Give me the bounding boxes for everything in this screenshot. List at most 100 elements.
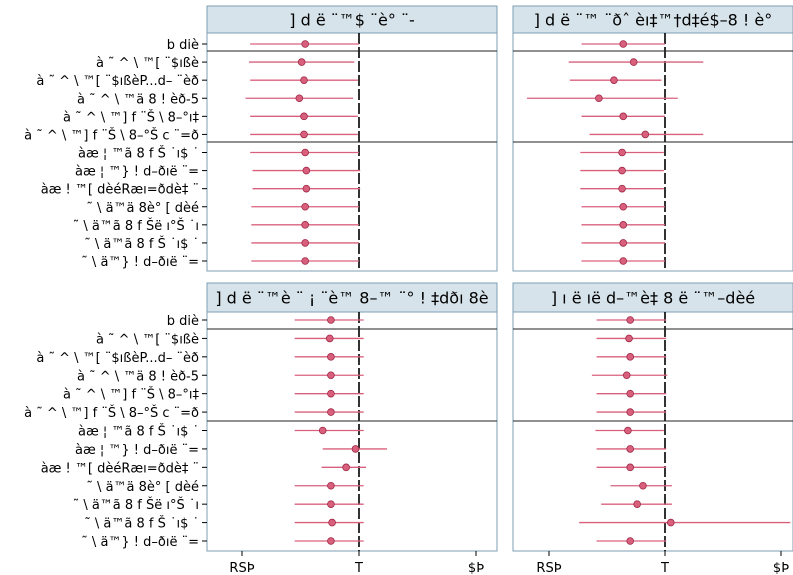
row-label: àæ ¦ ™ã 8 f Š ˙ı$ ˙ — [78, 146, 199, 162]
point-estimate — [301, 221, 309, 229]
row: àæ ¦ ™ã 8 f Š ˙ı$ ˙ — [78, 146, 359, 162]
row: à ˜ ^ \ ™[ ¨$ıßè — [96, 332, 364, 347]
point-estimate — [619, 239, 628, 247]
panel-header — [206, 5, 498, 34]
row — [596, 408, 667, 416]
row: à ˜ ^ \ ™ä 8 ! èð-5 — [77, 92, 354, 107]
point-estimate — [295, 94, 304, 103]
row — [595, 426, 664, 435]
point-estimate — [301, 257, 309, 265]
point-estimate — [327, 316, 335, 324]
point-estimate — [342, 463, 350, 472]
point-estimate — [629, 58, 638, 66]
panel-title: ] d ë ¨™è ¨ ¡ ¨è™ 8–™ ¨° ! ‡dðı 8è — [215, 289, 488, 308]
point-estimate — [610, 76, 618, 84]
point-estimate — [618, 184, 626, 193]
point-estimate — [619, 221, 628, 229]
row-label: b diè — [167, 314, 199, 329]
row — [580, 166, 664, 175]
point-estimate — [301, 40, 309, 48]
point-estimate — [318, 426, 327, 435]
point-estimate — [625, 334, 633, 343]
point-estimate — [327, 481, 335, 490]
row-label: à ˜ ^ \ ™[ ¨$ıßèP...d– ¨èð — [36, 351, 199, 366]
row — [579, 518, 791, 527]
row — [601, 500, 672, 508]
row: à ˜ ^ \ ™[ ¨$ıßèP...d– ¨èð — [36, 351, 364, 366]
row: à ˜ ^ \ ™[ ¨$ıßè — [96, 56, 355, 71]
panel-2: ] d ë ¨™ ¨ðˆ èı‡™†d‡é$–8 ! è° — [512, 5, 793, 272]
row-label: à ˜ ^ \ ™] f ¨Š \ 8–°Š c ¨=ð — [24, 127, 199, 143]
point-estimate — [302, 184, 311, 193]
point-estimate — [666, 518, 675, 527]
x-tick-label: T — [660, 561, 669, 575]
point-estimate — [626, 316, 634, 324]
point-estimate — [327, 408, 335, 416]
point-estimate — [626, 389, 634, 398]
row: à ˜ ^ \ ™ä 8 ! èð-5 — [77, 369, 364, 384]
row — [610, 481, 672, 490]
row-label: ˜ \ ä™} ! d–ðıë ¨= — [81, 535, 199, 550]
row-label: à ˜ ^ \ ™[ ¨$ıßèP...d– ¨èð — [36, 74, 199, 89]
point-estimate — [300, 76, 308, 84]
panel-3: ] d ë ¨™è ¨ ¡ ¨è™ 8–™ ¨° ! ‡dðı 8è b diè à… — [24, 282, 498, 575]
x-tick-label: RSÞ — [536, 561, 561, 575]
row-label: àæ ¦ ™} ! d–ðıë ¨= — [75, 443, 199, 458]
point-estimate — [626, 353, 634, 361]
panel-4: ] ı ë ıë d–™è‡ 8 ë ¨™–dèé RSÞ T $Þ — [512, 282, 793, 575]
row: àæ ¦ ™} ! d–ðıë ¨= — [75, 443, 388, 458]
row: b diè — [167, 314, 364, 329]
point-estimate — [633, 500, 641, 508]
x-tick-label: T — [354, 561, 363, 575]
point-estimate — [300, 112, 308, 121]
row: àæ ! ™[ dèéRæı=ðdè‡ ¨ — [41, 461, 367, 476]
row-label: à ˜ ^ \ ™ä 8 ! èð-5 — [77, 92, 199, 107]
row: à ˜ ^ \ ™] f ¨Š \ 8–°Š c ¨=ð — [24, 127, 358, 143]
x-tick-label: $Þ — [773, 561, 789, 575]
panel-title: ] ı ë ıë d–™è‡ 8 ë ¨™–dèé — [551, 289, 755, 308]
row-label: ˜ \ ä™ã 8 f Š ˙ı$ ˙ — [84, 516, 199, 532]
row-label: ˜ \ ä™ã 8 f Šë ı°Š ˙ı — [73, 497, 199, 513]
point-estimate — [301, 202, 309, 211]
row — [581, 112, 665, 121]
panel-title: ] d ë ¨™$ ¨è° ¨- — [289, 11, 414, 30]
row-label: à ˜ ^ \ ™] f ¨Š \ 8–°ı‡ — [63, 387, 199, 403]
row-label: àæ ¦ ™ã 8 f Š ˙ı$ ˙ — [78, 424, 199, 440]
row: b diè — [167, 38, 359, 53]
row — [526, 94, 678, 103]
row: ˜ \ ä™ã 8 f Šë ı°Š ˙ı — [73, 218, 359, 234]
row-label: à ˜ ^ \ ™ä 8 ! èð-5 — [77, 369, 199, 384]
row — [568, 58, 704, 66]
point-estimate — [626, 463, 634, 472]
plot-frame — [512, 32, 793, 272]
point-estimate — [327, 500, 335, 508]
point-estimate — [641, 130, 650, 139]
point-estimate — [301, 239, 309, 247]
point-estimate — [626, 408, 634, 416]
row — [581, 257, 665, 265]
row — [589, 130, 704, 139]
plot-frame — [512, 311, 793, 552]
row-label: à ˜ ^ \ ™[ ¨$ıßè — [96, 332, 199, 347]
point-estimate — [351, 445, 360, 453]
x-tick-label: $Þ — [468, 561, 484, 575]
row: àæ ¦ ™} ! d–ðıë ¨= — [75, 165, 361, 180]
panel-header — [206, 282, 498, 313]
row-label: ˜ \ ä™ã 8 f Šë ı°Š ˙ı — [73, 218, 199, 234]
row — [596, 389, 667, 398]
row — [596, 537, 667, 545]
point-estimate — [626, 445, 634, 453]
x-tick-label: RSÞ — [229, 561, 254, 575]
point-estimate — [327, 353, 335, 361]
row: àæ ¦ ™ã 8 f Š ˙ı$ ˙ — [78, 424, 364, 440]
point-estimate — [619, 202, 628, 211]
row-label: ˜ \ ä™ä 8è° [ dèé — [86, 201, 199, 216]
row: ˜ \ ä™ã 8 f Šë ı°Š ˙ı — [73, 497, 364, 513]
row — [581, 202, 665, 211]
point-estimate — [327, 389, 335, 398]
row: ˜ \ ä™ä 8è° [ dèé — [86, 480, 364, 495]
point-estimate — [325, 334, 334, 343]
panel-header — [512, 5, 793, 34]
row — [581, 239, 665, 247]
